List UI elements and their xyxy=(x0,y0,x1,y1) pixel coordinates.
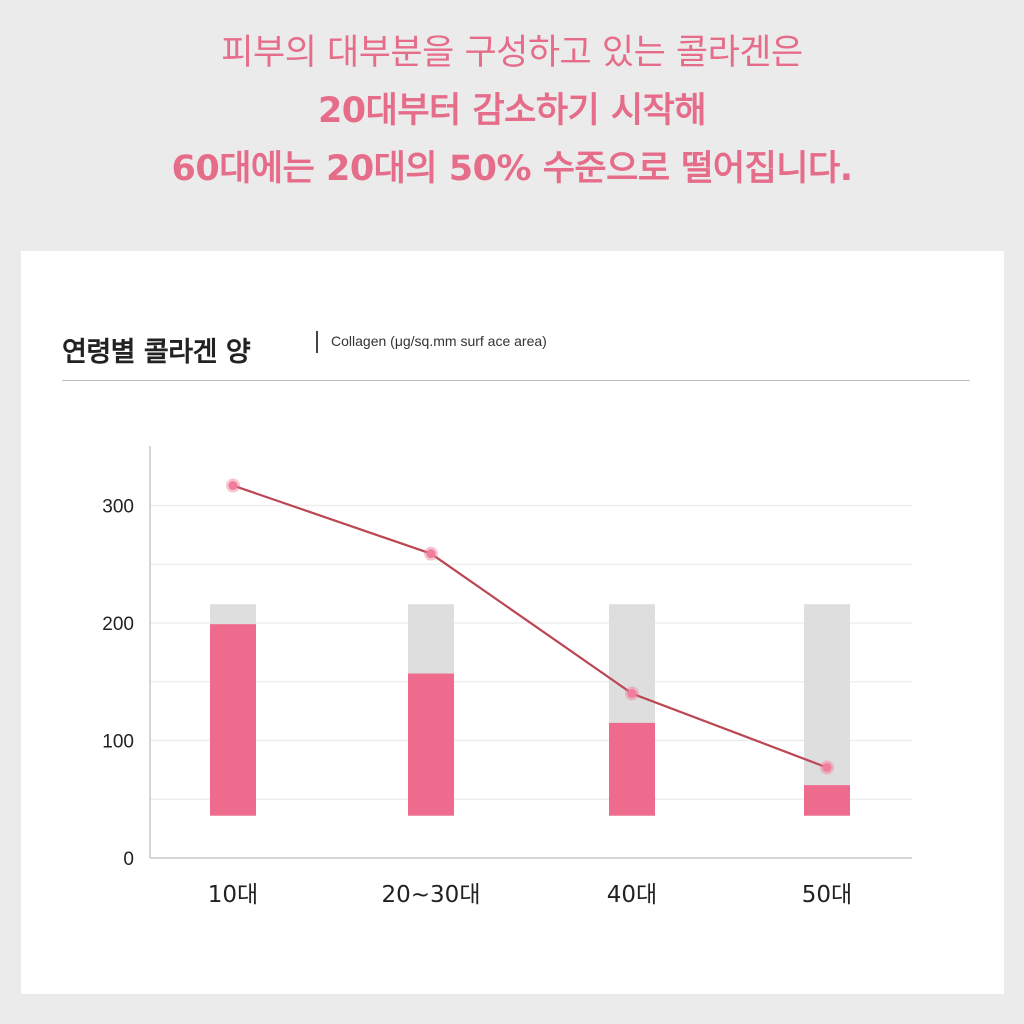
bar xyxy=(804,785,850,816)
data-point xyxy=(426,549,436,559)
headline-line-3: 60대에는 20대의 50% 수준으로 떨어집니다. xyxy=(171,149,853,189)
y-tick-label: 300 xyxy=(102,497,134,518)
title-separator xyxy=(316,331,318,353)
x-tick-label: 50대 xyxy=(802,882,852,908)
trend-line xyxy=(232,484,828,769)
headline-line-1: 피부의 대부분을 구성하고 있는 콜라겐은 xyxy=(221,33,803,73)
x-tick-label: 10대 xyxy=(208,882,258,908)
bar xyxy=(408,673,454,816)
bar xyxy=(609,722,655,816)
data-point xyxy=(822,763,832,773)
chart-subtitle: Collagen (μg/sq.mm surf ace area) xyxy=(331,333,547,349)
x-tick-label: 40대 xyxy=(607,882,657,908)
y-tick-label: 200 xyxy=(102,614,134,635)
bar-background xyxy=(804,604,850,816)
x-tick-label: 20~30대 xyxy=(382,882,481,908)
bar xyxy=(210,624,256,816)
title-divider xyxy=(62,380,970,381)
data-point xyxy=(228,481,238,491)
headline-line-2: 20대부터 감소하기 시작해 xyxy=(317,91,707,131)
data-point xyxy=(627,689,637,698)
headline: 피부의 대부분을 구성하고 있는 콜라겐은 20대부터 감소하기 시작해 60대… xyxy=(0,24,1024,198)
y-tick-label: 0 xyxy=(123,849,134,870)
y-tick-label: 100 xyxy=(102,732,134,753)
chart-title: 연령별 콜라겐 양 xyxy=(62,337,251,368)
